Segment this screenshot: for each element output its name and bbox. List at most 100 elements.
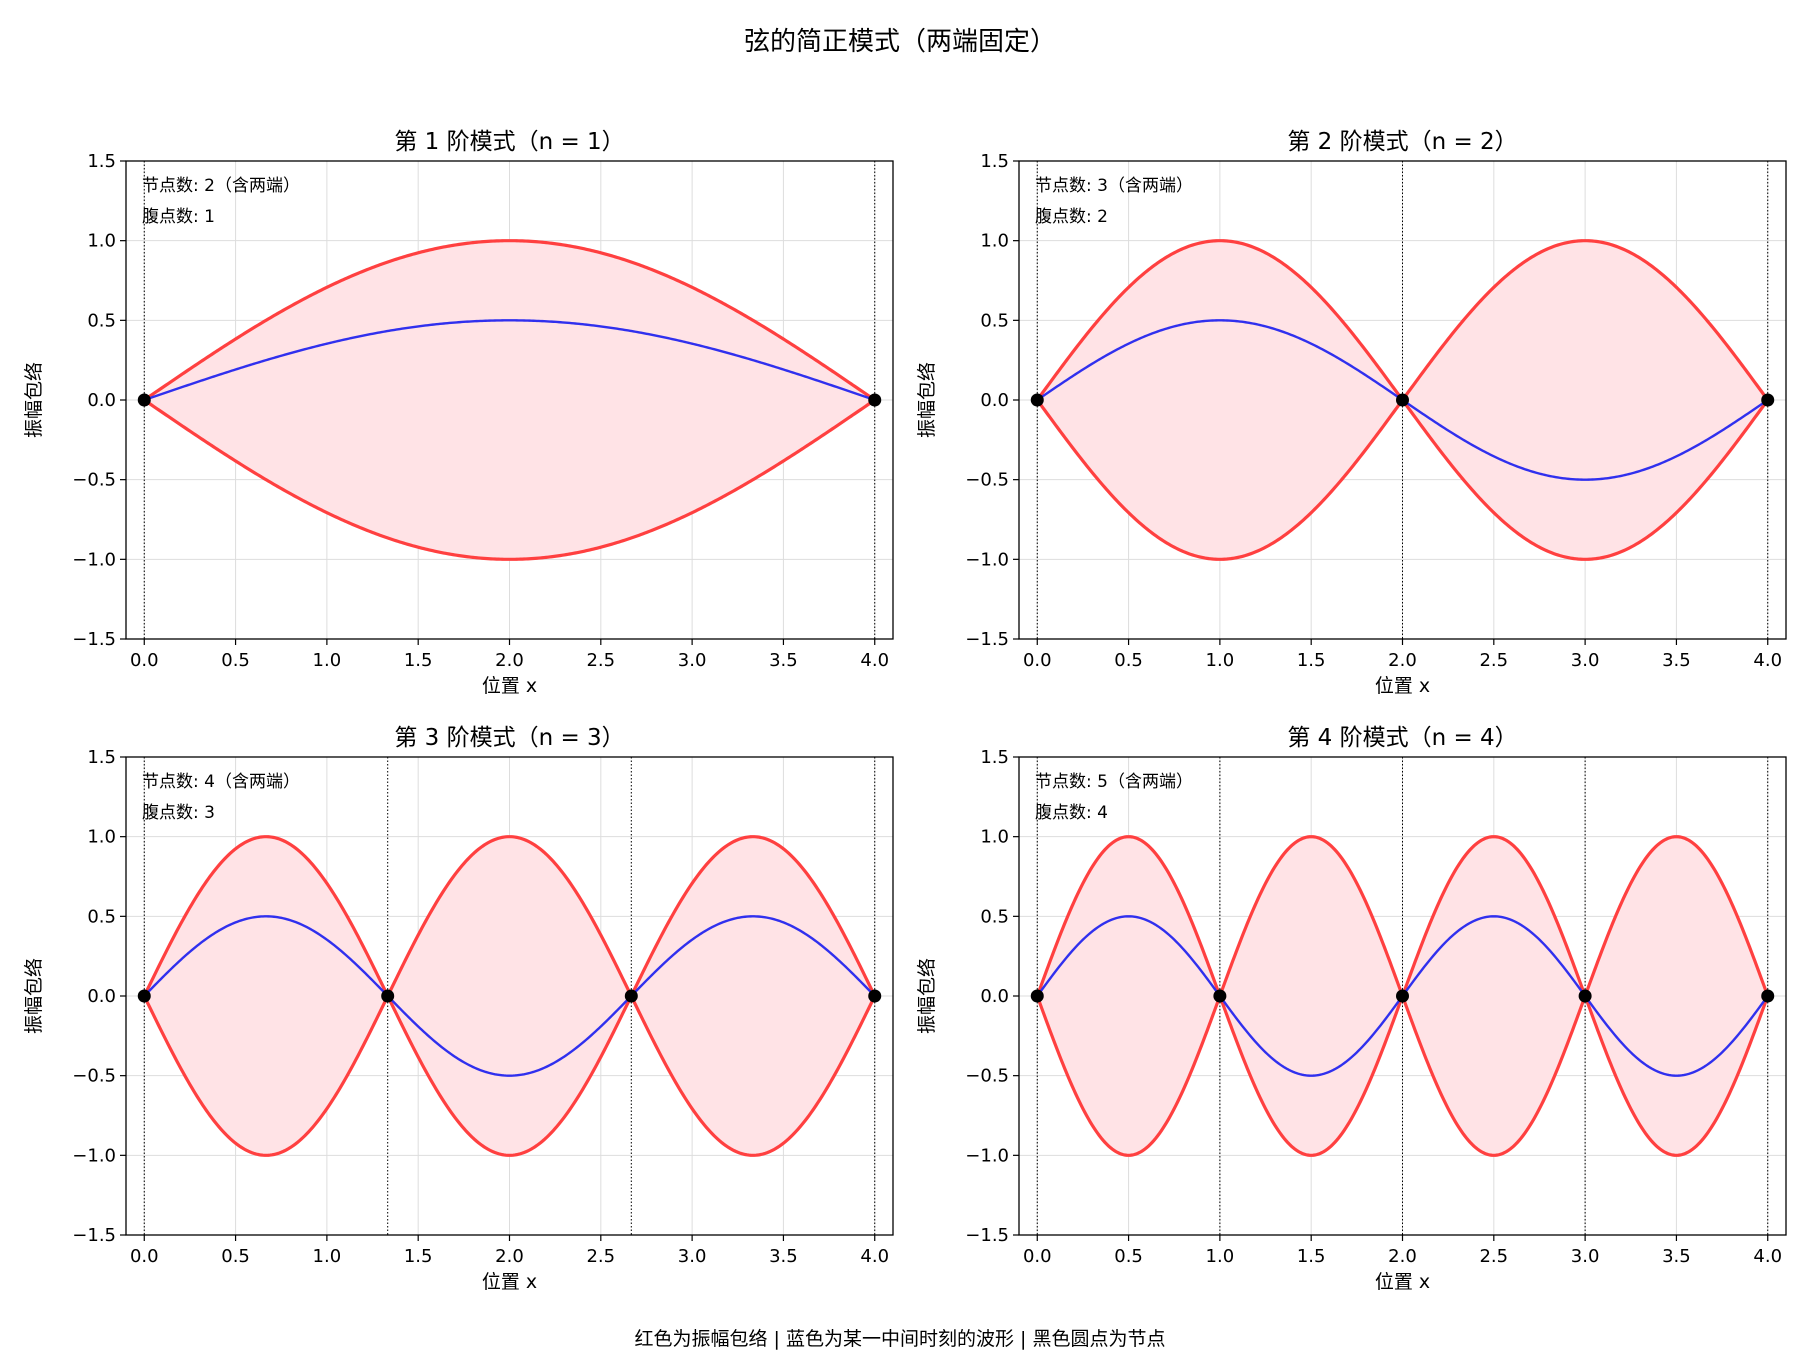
- x-tick-label: 2.0: [1388, 650, 1417, 671]
- y-tick-label: 0.0: [980, 986, 1009, 1007]
- y-tick-label: 0.0: [87, 390, 116, 411]
- y-tick-label: −1.0: [72, 549, 116, 570]
- x-tick-label: 3.5: [769, 1246, 798, 1267]
- node-point: [1578, 989, 1592, 1003]
- envelope-lower-line: [142, 835, 877, 1157]
- x-tick-label: 3.5: [1662, 1246, 1691, 1267]
- subplot-title: 第 3 阶模式（n = 3）: [394, 725, 624, 751]
- node-point: [137, 393, 151, 407]
- y-tick-label: 1.5: [87, 151, 116, 172]
- node-point: [1030, 989, 1044, 1003]
- x-axis-label: 位置 x: [1375, 1271, 1430, 1293]
- y-tick-label: −0.5: [965, 470, 1009, 491]
- x-axis-label: 位置 x: [482, 675, 537, 697]
- y-tick-label: −1.0: [72, 1145, 116, 1166]
- x-tick-label: 4.0: [860, 1246, 889, 1267]
- x-tick-label: 2.0: [495, 1246, 524, 1267]
- annotation-node-count: 节点数: 2（含两端）: [142, 176, 300, 196]
- y-tick-label: 1.0: [980, 827, 1009, 848]
- x-tick-label: 1.5: [404, 1246, 433, 1267]
- waveform-line: [143, 915, 876, 1077]
- subplot-title: 第 2 阶模式（n = 2）: [1287, 129, 1517, 155]
- figure-footer: 红色为振幅包络 | 蓝色为某一中间时刻的波形 | 黑色圆点为节点: [635, 1328, 1166, 1350]
- x-tick-label: 4.0: [1753, 650, 1782, 671]
- x-tick-label: 0.0: [130, 1246, 159, 1267]
- node-point: [1761, 393, 1775, 407]
- y-tick-label: 1.5: [980, 151, 1009, 172]
- y-axis-label: 振幅包络: [23, 362, 45, 438]
- node-point: [1761, 989, 1775, 1003]
- node-point: [1396, 393, 1409, 407]
- y-tick-label: −1.0: [965, 1145, 1009, 1166]
- x-axis-label: 位置 x: [482, 1271, 537, 1293]
- subplot-title: 第 1 阶模式（n = 1）: [394, 129, 624, 155]
- x-tick-label: 3.0: [678, 1246, 707, 1267]
- annotation-node-count: 节点数: 5（含两端）: [1035, 772, 1193, 792]
- x-tick-label: 0.5: [221, 1246, 250, 1267]
- node-point: [381, 989, 395, 1003]
- x-tick-label: 2.0: [495, 650, 524, 671]
- node-point: [868, 393, 882, 407]
- subplot-4: 0.0 0.5 1.0 1.5 2.0 2.5 3.0 3.5 4.0 −1.5 −1.0 −0.5 0…: [916, 725, 1787, 1293]
- y-tick-label: 1.5: [980, 747, 1009, 768]
- node-point: [1396, 989, 1409, 1003]
- subplot-title: 第 4 阶模式（n = 4）: [1287, 725, 1517, 751]
- y-tick-label: −1.5: [965, 1225, 1009, 1246]
- node-point: [137, 989, 151, 1003]
- envelope-upper-line: [142, 835, 877, 1157]
- x-tick-label: 1.0: [1206, 650, 1235, 671]
- y-tick-label: 1.0: [980, 231, 1009, 252]
- x-tick-label: 2.5: [1479, 650, 1508, 671]
- figure-suptitle: 弦的简正模式（两端固定）: [744, 27, 1056, 57]
- y-tick-label: 0.0: [980, 390, 1009, 411]
- x-tick-label: 1.5: [1297, 1246, 1326, 1267]
- x-tick-label: 0.0: [1023, 650, 1052, 671]
- annotation-node-count: 节点数: 3（含两端）: [1035, 176, 1193, 196]
- x-tick-label: 3.0: [1571, 1246, 1600, 1267]
- subplot-3: 0.0 0.5 1.0 1.5 2.0 2.5 3.0 3.5 4.0 −1.5 −1.0 −0.5 0…: [23, 725, 894, 1293]
- waveform-line: [143, 319, 876, 402]
- node-point: [1030, 393, 1044, 407]
- y-axis-label: 振幅包络: [23, 958, 45, 1034]
- annotation-node-count: 节点数: 4（含两端）: [142, 772, 300, 792]
- y-tick-label: −1.5: [72, 1225, 116, 1246]
- y-axis-label: 振幅包络: [916, 362, 938, 438]
- x-tick-label: 3.0: [678, 650, 707, 671]
- y-tick-label: 0.5: [980, 310, 1009, 331]
- y-tick-label: 1.0: [87, 827, 116, 848]
- y-axis-label: 振幅包络: [916, 958, 938, 1034]
- y-tick-label: −0.5: [965, 1066, 1009, 1087]
- x-tick-label: 0.5: [221, 650, 250, 671]
- y-tick-label: 0.0: [87, 986, 116, 1007]
- x-tick-label: 1.0: [1206, 1246, 1235, 1267]
- x-tick-label: 1.0: [313, 1246, 342, 1267]
- x-tick-label: 2.5: [586, 650, 615, 671]
- envelope-fill: [144, 240, 875, 560]
- node-point: [624, 989, 638, 1003]
- envelope-lower-line: [143, 398, 876, 561]
- x-tick-label: 0.0: [130, 650, 159, 671]
- x-tick-label: 1.5: [1297, 650, 1326, 671]
- subplot-grid: 0.0 0.5 1.0 1.5 2.0 2.5 3.0 3.5 4.0 −1.5 −1.0 −0.5 0…: [23, 129, 1787, 1293]
- envelope-fill: [144, 836, 875, 1156]
- x-axis-label: 位置 x: [1375, 675, 1430, 697]
- x-tick-label: 0.5: [1114, 1246, 1143, 1267]
- y-tick-label: 0.5: [87, 906, 116, 927]
- x-tick-label: 2.5: [586, 1246, 615, 1267]
- y-tick-label: 1.5: [87, 747, 116, 768]
- annotation-antinode-count: 腹点数: 3: [142, 803, 215, 823]
- y-tick-label: −0.5: [72, 470, 116, 491]
- x-tick-label: 4.0: [860, 650, 889, 671]
- annotation-antinode-count: 腹点数: 2: [1035, 207, 1108, 227]
- x-tick-label: 3.5: [1662, 650, 1691, 671]
- node-point: [868, 989, 882, 1003]
- y-tick-label: −1.5: [72, 629, 116, 650]
- subplot-1: 0.0 0.5 1.0 1.5 2.0 2.5 3.0 3.5 4.0 −1.5 −1.0 −0.5 0…: [23, 129, 894, 697]
- x-tick-label: 2.0: [1388, 1246, 1417, 1267]
- annotation-antinode-count: 腹点数: 1: [142, 207, 215, 227]
- y-tick-label: −1.5: [965, 629, 1009, 650]
- x-tick-label: 1.0: [313, 650, 342, 671]
- y-tick-label: −1.0: [965, 549, 1009, 570]
- annotation-antinode-count: 腹点数: 4: [1035, 803, 1108, 823]
